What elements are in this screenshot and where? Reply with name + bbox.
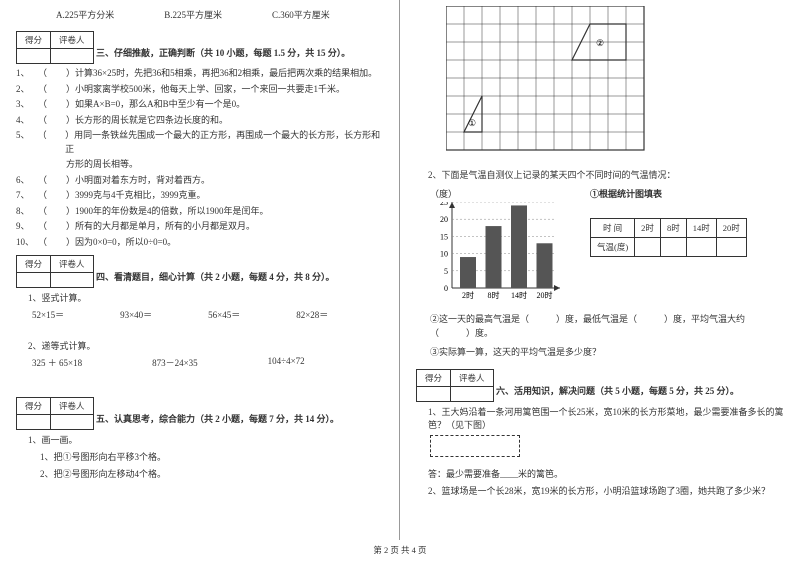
calc-row-2: 325 ＋ 65×18 873－24×35 104÷4×72 [32, 356, 383, 369]
calc-row-1: 52×15＝ 93×40＝ 56×45＝ 82×28＝ [32, 308, 383, 321]
sec6-q1: 1、王大妈沿着一条河用篱笆围一个长25米，宽10米的长方形菜地，最少需要准备多长… [428, 405, 784, 431]
opt-a: A.225平方分米 [56, 8, 114, 21]
dashed-rect [430, 435, 520, 457]
sec5-q2a: ②这一天的最高气温是（ ）度，最低气温是（ ）度，平均气温大约（ ）度。 [430, 312, 784, 341]
grader-label: 评卷人 [51, 32, 94, 49]
bar-chart: （度） 25 20 15 10 5 0 2时 8时 14时 20时 [430, 187, 560, 304]
sec5-q1a: 1、把①号图形向右平移3个格。 [40, 450, 383, 463]
section-4-title: 四、看清题目，细心计算（共 2 小题，每题 4 分，共 8 分）。 [96, 270, 383, 283]
sec6-q2: 2、篮球场是一个长28米，宽19米的长方形，小明沿篮球场跑了3圈，她共跑了多少米… [428, 484, 784, 497]
chart-title: ①根据统计图填表 [590, 187, 747, 200]
section-6-title: 六、活用知识，解决问题（共 5 小题，每题 5 分，共 25 分）。 [496, 384, 784, 397]
sec5-q1b: 2、把②号图形向左移动4个格。 [40, 467, 383, 480]
svg-text:25: 25 [440, 202, 448, 207]
sec4-q1: 1、竖式计算。 [28, 291, 383, 304]
svg-text:①: ① [468, 118, 476, 128]
svg-text:0: 0 [444, 284, 448, 293]
svg-text:15: 15 [440, 232, 448, 241]
stat-table: 时 间2时8时14时20时 气温(度) [590, 218, 747, 257]
opt-b: B.225平方厘米 [164, 8, 222, 21]
grid-figure: ①② [446, 6, 656, 156]
svg-text:20时: 20时 [537, 290, 553, 300]
judge-list: 1、（）计算36×25时，先把36和5相乘，再把36和2相乘，最后把两次乘的结果… [16, 67, 383, 249]
svg-text:2时: 2时 [462, 290, 474, 300]
mc-options: A.225平方分米 B.225平方厘米 C.360平方厘米 [56, 8, 383, 21]
page-footer: 第 2 页 共 4 页 [0, 540, 800, 556]
sec5-q2b: ③实际算一算，这天的平均气温是多少度？ [430, 345, 784, 359]
sec6-ans: 答：最少需要准备____米的篱笆。 [428, 467, 784, 480]
section-5-title: 五、认真思考，综合能力（共 2 小题，每题 7 分，共 14 分）。 [96, 412, 383, 425]
svg-text:8时: 8时 [488, 290, 500, 300]
section-3-title: 三、仔细推敲，正确判断（共 10 小题，每题 1.5 分，共 15 分）。 [96, 46, 383, 59]
svg-text:②: ② [596, 38, 604, 48]
svg-text:5: 5 [444, 267, 448, 276]
chart-ylabel: （度） [430, 187, 560, 200]
svg-text:20: 20 [440, 215, 448, 224]
opt-c: C.360平方厘米 [272, 8, 330, 21]
svg-text:10: 10 [440, 250, 448, 259]
sec5-q1: 1、画一画。 [28, 433, 383, 446]
sec5-q2: 2、下面是气温自测仪上记录的某天四个不同时间的气温情况： [428, 168, 784, 181]
sec4-q2: 2、递等式计算。 [28, 339, 383, 352]
svg-text:14时: 14时 [511, 290, 527, 300]
score-label: 得分 [17, 32, 51, 49]
